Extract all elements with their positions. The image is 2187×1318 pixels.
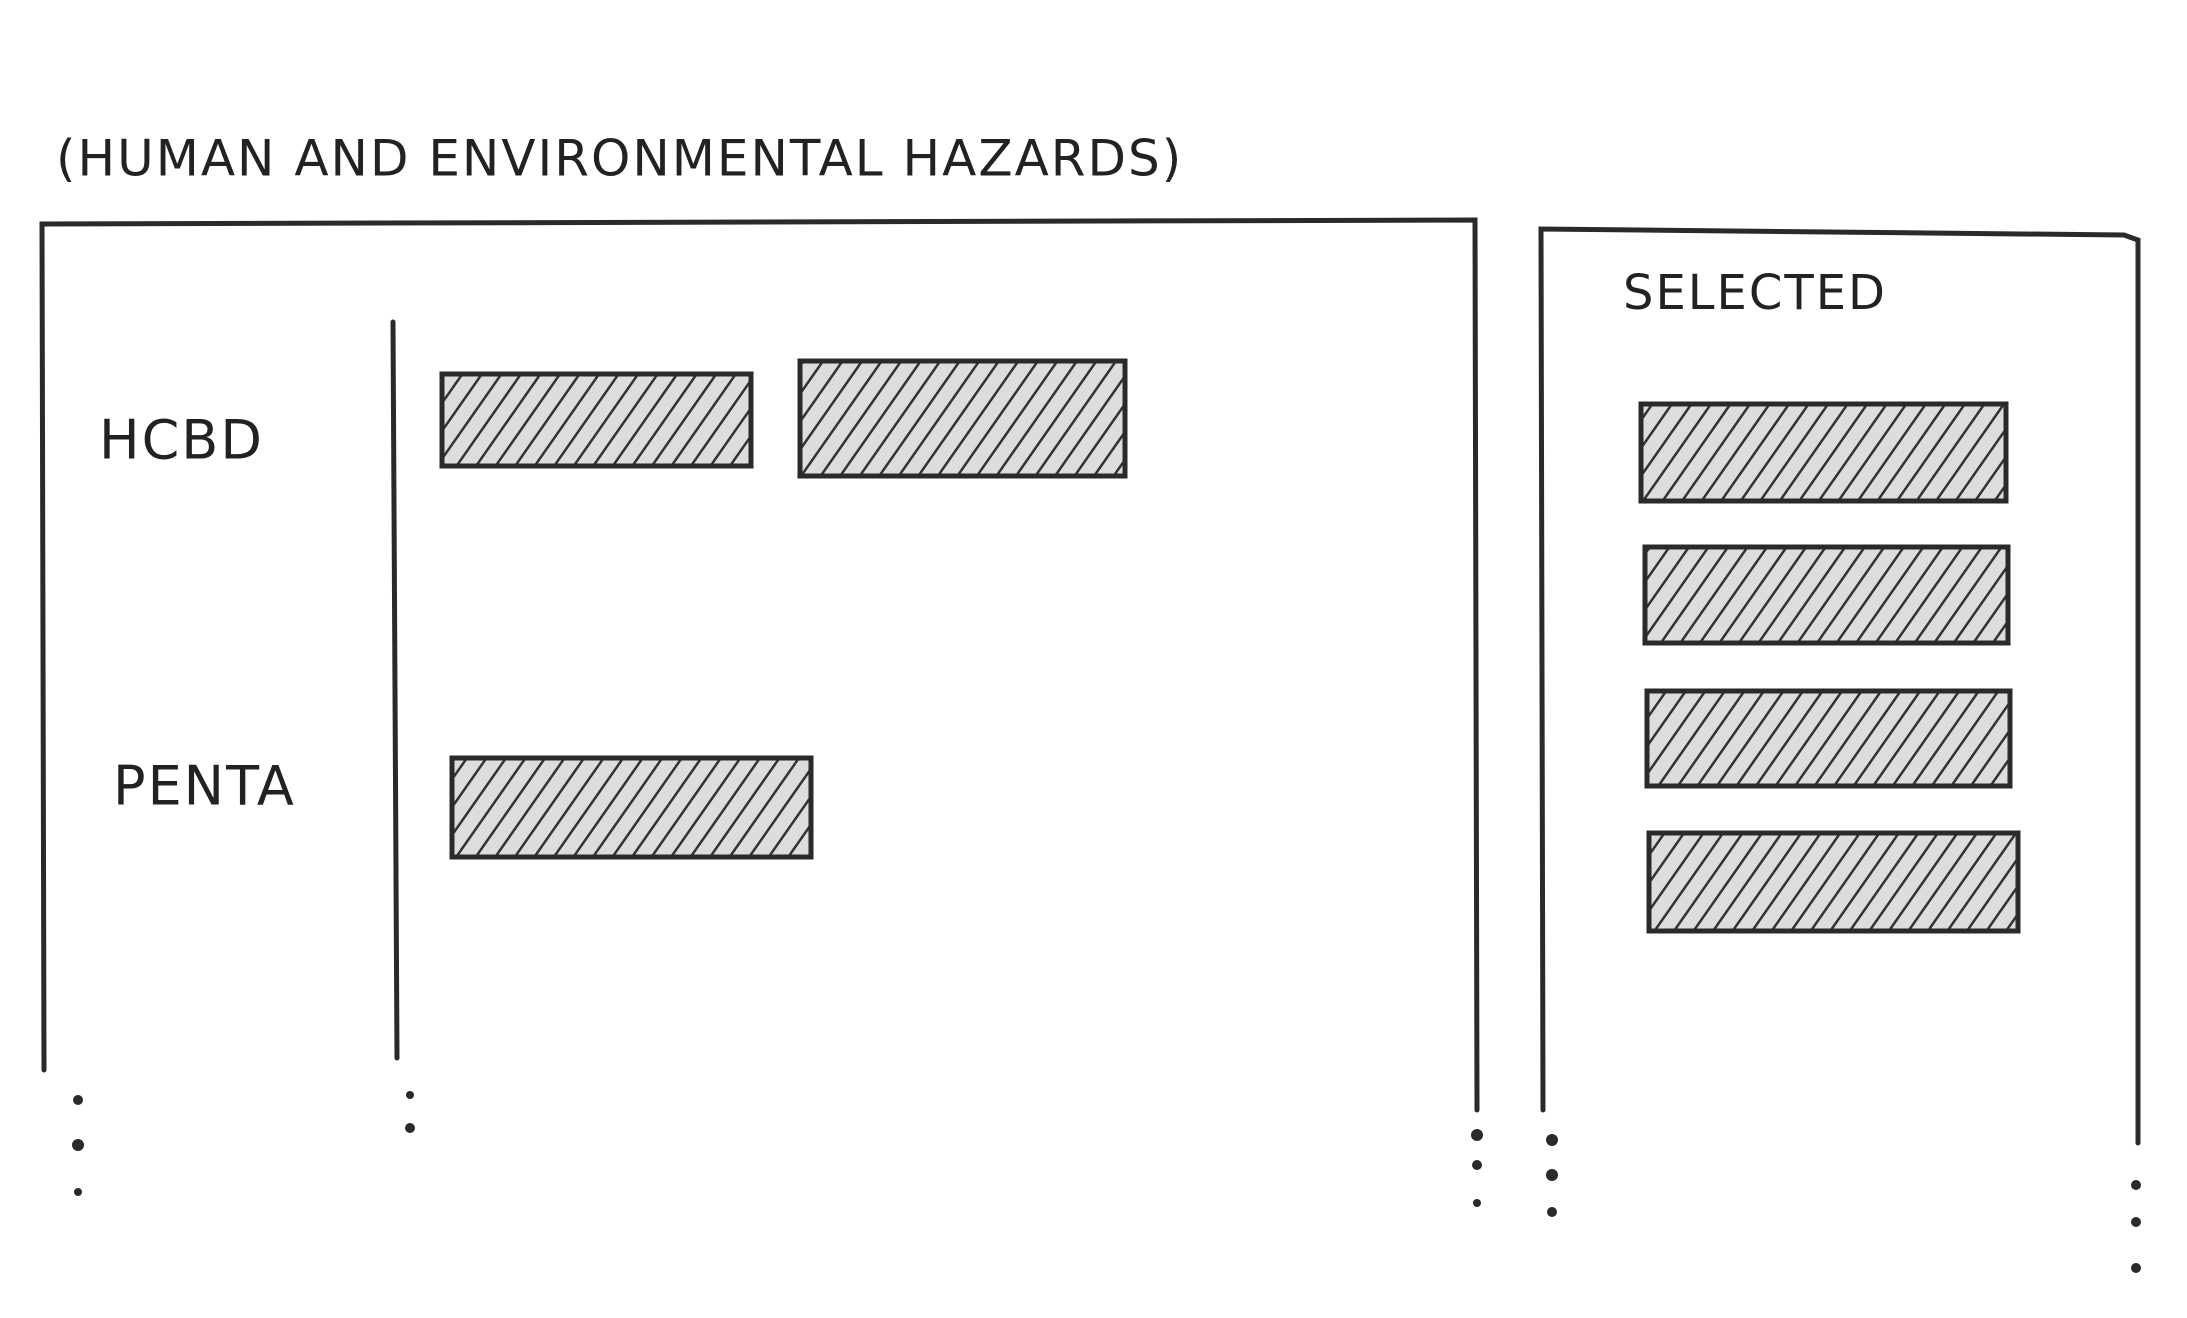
hazard-bar[interactable] <box>439 371 754 469</box>
panel-border <box>1538 226 2141 1146</box>
more-dot <box>2131 1217 2141 1227</box>
selected-item[interactable] <box>1646 830 2021 934</box>
selected-title: SELECTED <box>1623 265 1887 321</box>
more-dot <box>74 1188 82 1196</box>
divider <box>390 319 400 1061</box>
panel-border <box>39 217 1480 1113</box>
more-dot <box>1547 1207 1557 1217</box>
selected-panel: SELECTED <box>1538 226 2141 1273</box>
more-dot <box>406 1091 414 1099</box>
selected-item[interactable] <box>1638 401 2009 504</box>
hazard-bar[interactable] <box>449 755 814 860</box>
more-dot <box>405 1123 415 1133</box>
more-dot <box>1546 1169 1558 1181</box>
more-dot <box>1546 1134 1558 1146</box>
page-title: (HUMAN AND ENVIRONMENTAL HAZARDS) <box>56 130 1183 188</box>
main-panel: HCBD PENTA <box>39 217 1483 1207</box>
more-dot <box>2131 1263 2141 1273</box>
more-dot <box>2131 1180 2141 1190</box>
more-dot <box>1472 1160 1482 1170</box>
more-dot <box>1473 1199 1481 1207</box>
selected-item[interactable] <box>1644 688 2013 789</box>
row-label: PENTA <box>113 755 296 818</box>
hazard-bar[interactable] <box>797 358 1128 479</box>
more-dot <box>72 1139 84 1151</box>
more-dot <box>1471 1129 1483 1141</box>
selected-item[interactable] <box>1642 544 2011 646</box>
row-label: HCBD <box>99 409 264 472</box>
more-dot <box>73 1095 83 1105</box>
